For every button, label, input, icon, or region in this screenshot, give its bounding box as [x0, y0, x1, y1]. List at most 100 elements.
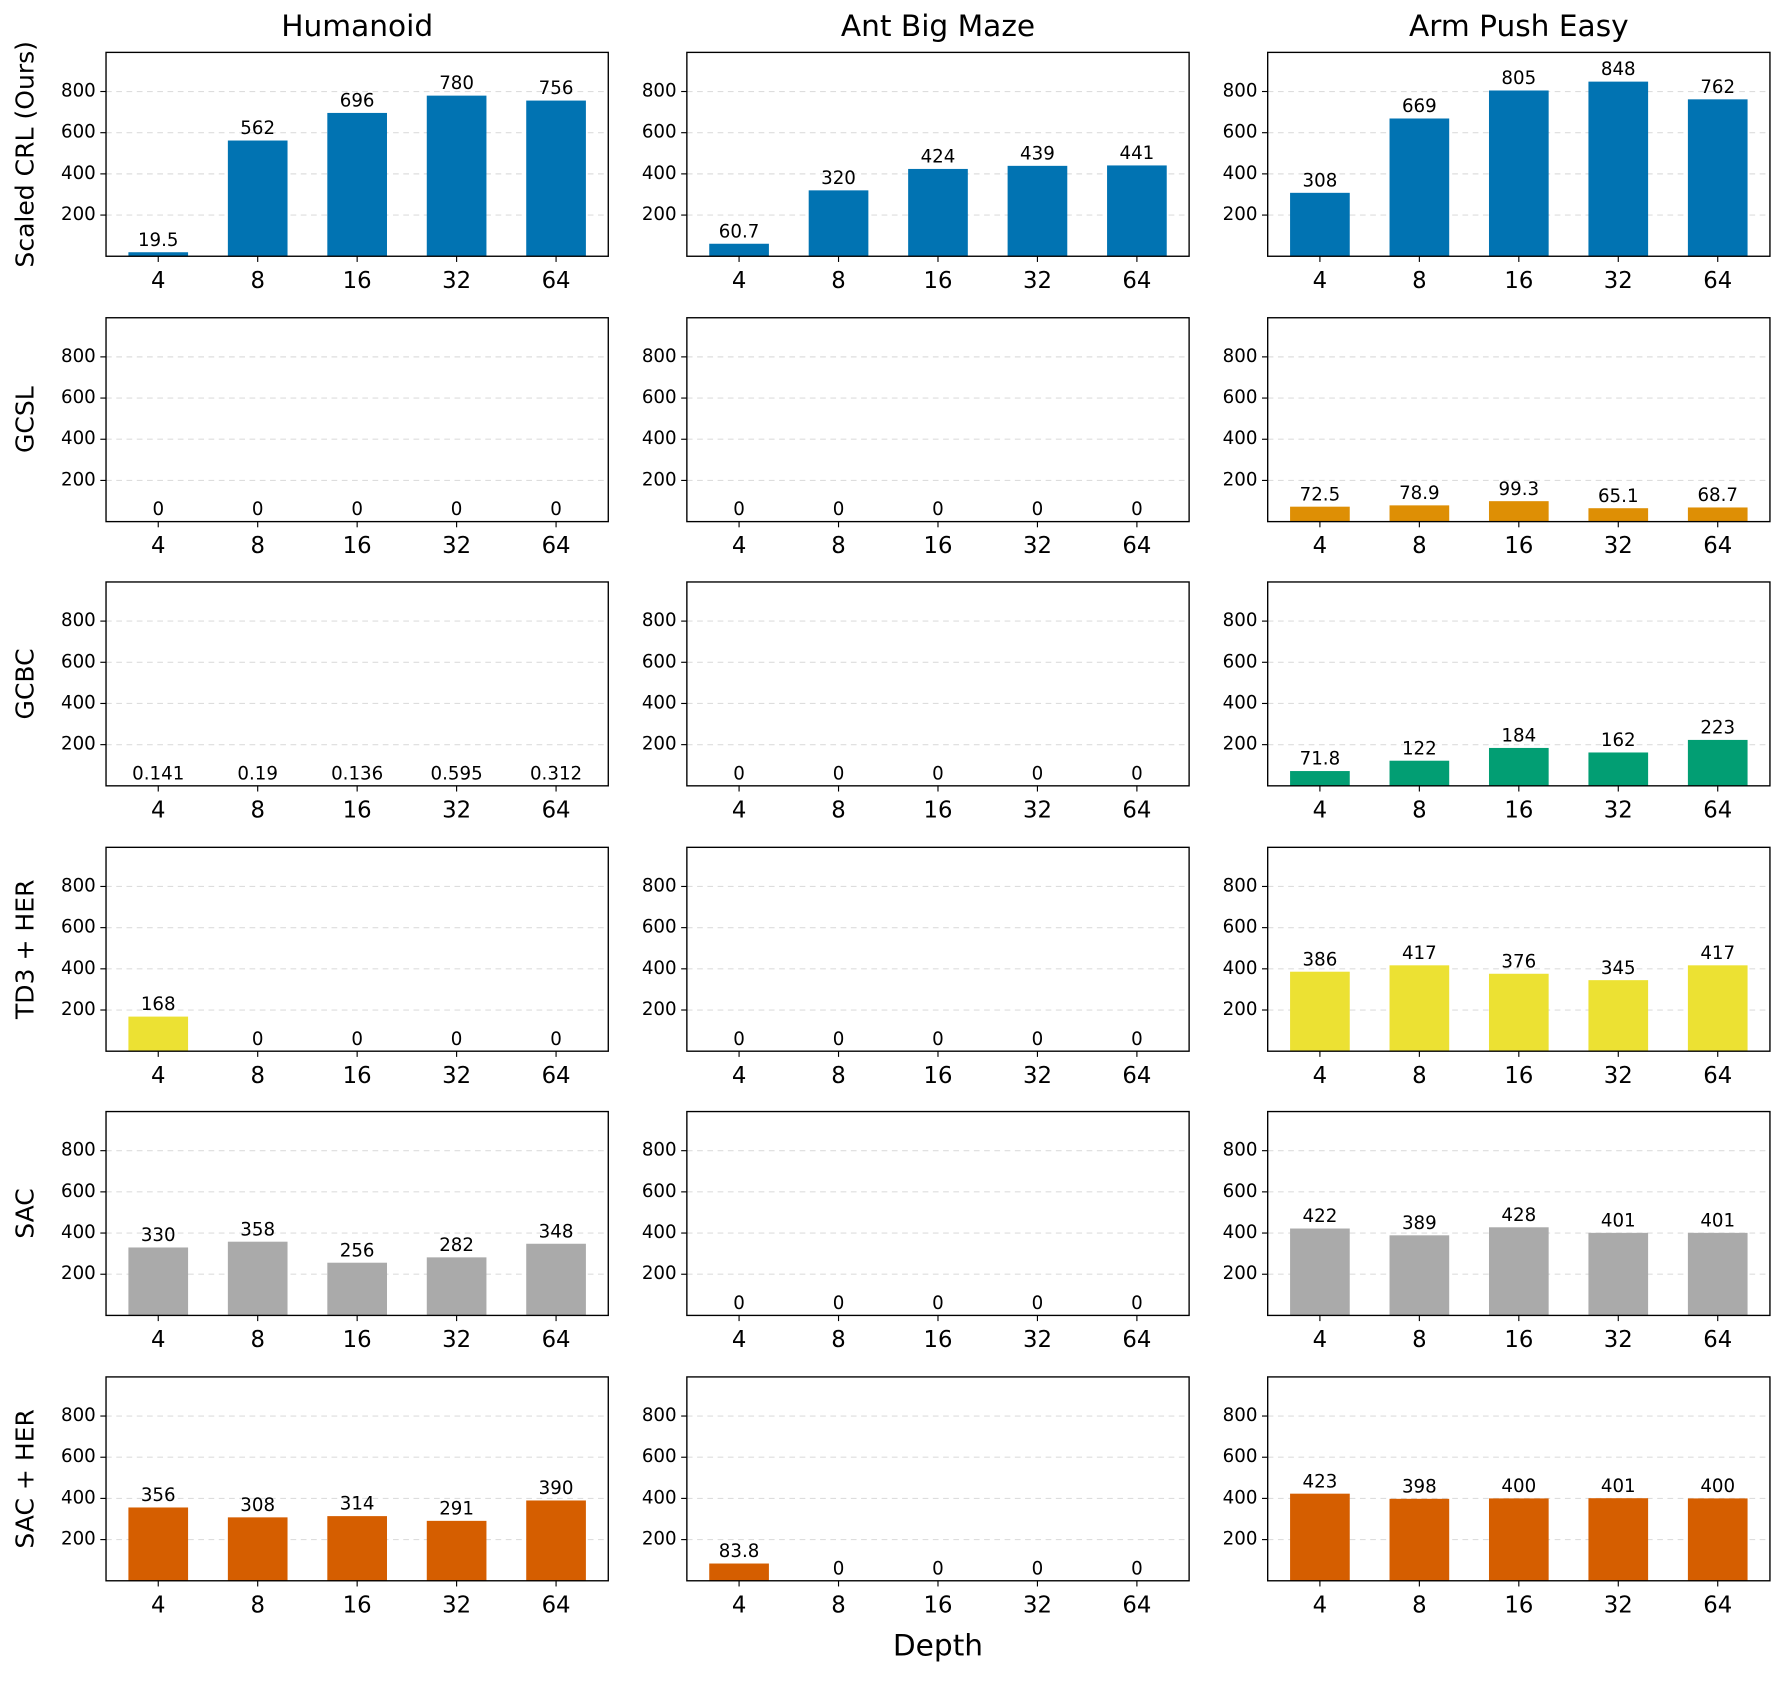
x-tick-label: 4: [151, 1063, 165, 1089]
value-label: 0: [833, 1558, 845, 1579]
y-tick-label: 200: [1223, 1529, 1258, 1550]
axes-frame: [686, 317, 1190, 523]
x-tick-label: 8: [250, 797, 264, 823]
y-tick-label: 400: [1223, 428, 1258, 449]
x-axis-label: Depth: [893, 1628, 983, 1662]
x-tick-label: 4: [1313, 797, 1327, 823]
bar: [128, 1016, 189, 1052]
value-label: 0: [252, 499, 264, 520]
y-tick-label: 200: [642, 999, 677, 1020]
value-label: 0: [932, 499, 944, 520]
value-label: 401: [1700, 1210, 1735, 1231]
y-tick-label: 400: [642, 958, 677, 979]
value-label: 0: [451, 1029, 463, 1050]
x-tick-label: 64: [1703, 1327, 1732, 1353]
y-tick-label: 400: [642, 1222, 677, 1243]
bar: [526, 1500, 586, 1581]
y-tick-label: 800: [642, 610, 677, 631]
axes-frame: [1267, 581, 1771, 787]
value-label: 805: [1501, 68, 1536, 89]
x-tick-label: 8: [250, 1592, 264, 1618]
bar: [1687, 1232, 1748, 1316]
value-label: 422: [1303, 1206, 1338, 1227]
x-tick-label: 64: [1703, 533, 1732, 559]
value-label: 358: [240, 1219, 275, 1240]
row-label: Scaled CRL (Ours): [10, 41, 39, 268]
x-tick-label: 32: [1604, 1592, 1633, 1618]
row-label: SAC: [10, 1188, 39, 1239]
value-label: 0: [1131, 1029, 1143, 1050]
y-tick-label: 400: [61, 163, 96, 184]
value-label: 348: [539, 1221, 574, 1242]
value-label: 756: [539, 78, 574, 99]
x-tick-label: 4: [151, 797, 165, 823]
value-label: 696: [340, 91, 375, 112]
value-label: 65.1: [1598, 486, 1639, 507]
axes-frame: [686, 51, 1190, 257]
y-tick-label: 400: [61, 1487, 96, 1508]
value-label: 562: [240, 118, 275, 139]
value-label: 401: [1601, 1210, 1636, 1231]
y-tick-label: 800: [642, 346, 677, 367]
x-tick-label: 16: [1504, 1063, 1533, 1089]
value-label: 60.7: [719, 221, 760, 242]
x-tick-label: 16: [1504, 533, 1533, 559]
value-label: 417: [1402, 943, 1437, 964]
y-tick-label: 600: [1223, 1181, 1258, 1202]
bar: [1488, 1227, 1549, 1316]
x-tick-label: 4: [1313, 533, 1327, 559]
x-tick-label: 4: [1313, 1063, 1327, 1089]
y-tick-label: 600: [642, 387, 677, 408]
axes-frame: [1267, 846, 1771, 1052]
x-tick-label: 16: [343, 533, 372, 559]
x-tick-label: 16: [924, 1327, 953, 1353]
x-tick-label: 32: [1023, 268, 1052, 294]
value-label: 400: [1501, 1476, 1536, 1497]
x-tick-label: 64: [542, 1327, 571, 1353]
y-tick-label: 600: [1223, 1446, 1258, 1467]
value-label: 389: [1402, 1213, 1437, 1234]
value-label: 417: [1700, 943, 1735, 964]
bar: [1687, 99, 1748, 257]
x-tick-label: 64: [542, 1592, 571, 1618]
axes-frame: [1267, 1110, 1771, 1317]
y-tick-label: 800: [61, 1405, 96, 1426]
bar: [1389, 760, 1450, 786]
y-tick-label: 600: [1223, 387, 1258, 408]
column-title: Arm Push Easy: [1409, 9, 1629, 43]
axes-frame: [686, 1376, 1190, 1582]
value-label: 376: [1501, 951, 1536, 972]
bar: [227, 1241, 288, 1316]
x-tick-label: 16: [924, 268, 953, 294]
x-tick-label: 8: [831, 1063, 845, 1089]
x-tick-label: 8: [831, 533, 845, 559]
y-tick-label: 200: [642, 204, 677, 225]
value-label: 669: [1402, 96, 1437, 117]
value-label: 78.9: [1399, 483, 1440, 504]
x-tick-label: 16: [924, 1063, 953, 1089]
x-tick-label: 8: [831, 268, 845, 294]
value-label: 0: [733, 763, 745, 784]
value-label: 0: [733, 1293, 745, 1314]
value-label: 72.5: [1300, 484, 1341, 505]
value-label: 0: [833, 1029, 845, 1050]
x-tick-label: 64: [542, 268, 571, 294]
value-label: 0: [152, 499, 164, 520]
value-label: 71.8: [1300, 749, 1341, 770]
y-tick-label: 600: [642, 651, 677, 672]
x-tick-label: 4: [732, 797, 746, 823]
x-tick-label: 4: [732, 1592, 746, 1618]
y-tick-label: 600: [61, 917, 96, 938]
bar: [1007, 165, 1068, 257]
value-label: 0: [932, 1293, 944, 1314]
x-tick-label: 32: [442, 1592, 471, 1618]
x-tick-label: 32: [442, 1327, 471, 1353]
bar: [1687, 1498, 1748, 1581]
bar: [526, 100, 586, 257]
bar: [908, 168, 968, 257]
x-tick-label: 64: [1122, 268, 1151, 294]
y-tick-label: 400: [61, 692, 96, 713]
y-tick-label: 800: [61, 610, 96, 631]
bar: [1290, 771, 1350, 786]
y-tick-label: 400: [642, 1487, 677, 1508]
